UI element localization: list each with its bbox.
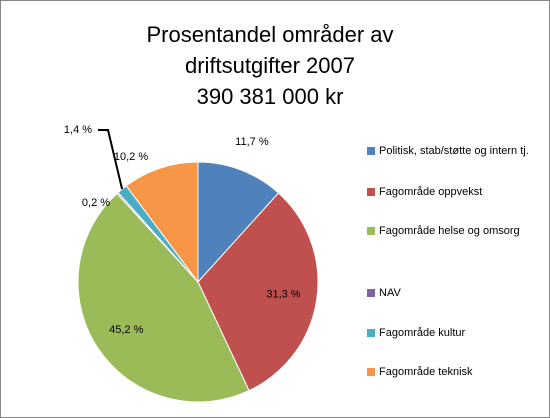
chart-title: 390 381 000 kr: [197, 84, 344, 109]
leader-line: [98, 129, 124, 190]
data-label: 10,2 %: [114, 151, 148, 163]
pie-slice: [197, 161, 280, 284]
legend-swatch: [367, 329, 375, 337]
legend-label: Politisk, stab/støtte og intern tj.: [379, 145, 529, 157]
legend-swatch: [367, 368, 375, 376]
pie-slice: [197, 192, 319, 392]
data-label: 11,7 %: [235, 136, 269, 148]
data-label: 45,2 %: [109, 324, 143, 336]
legend-swatch: [367, 227, 375, 235]
chart-title: driftsutgifter 2007: [185, 53, 355, 78]
legend-label: Fagområde kultur: [379, 327, 466, 339]
legend-swatch: [367, 289, 375, 297]
legend-label: Fagområde oppvekst: [379, 186, 482, 198]
data-label: 1,4 %: [64, 124, 92, 136]
pie-slice: [125, 161, 199, 284]
legend-label: Fagområde helse og omsorg: [379, 225, 520, 237]
chart-title: Prosentandel områder av: [146, 22, 393, 47]
legend-label: NAV: [379, 287, 401, 299]
data-label: 0,2 %: [82, 197, 110, 209]
legend-label: Fagområde teknisk: [379, 366, 473, 378]
pie-slice: [77, 192, 250, 403]
data-label: 31,3 %: [266, 289, 300, 301]
legend-swatch: [367, 188, 375, 196]
legend-swatch: [367, 147, 375, 155]
